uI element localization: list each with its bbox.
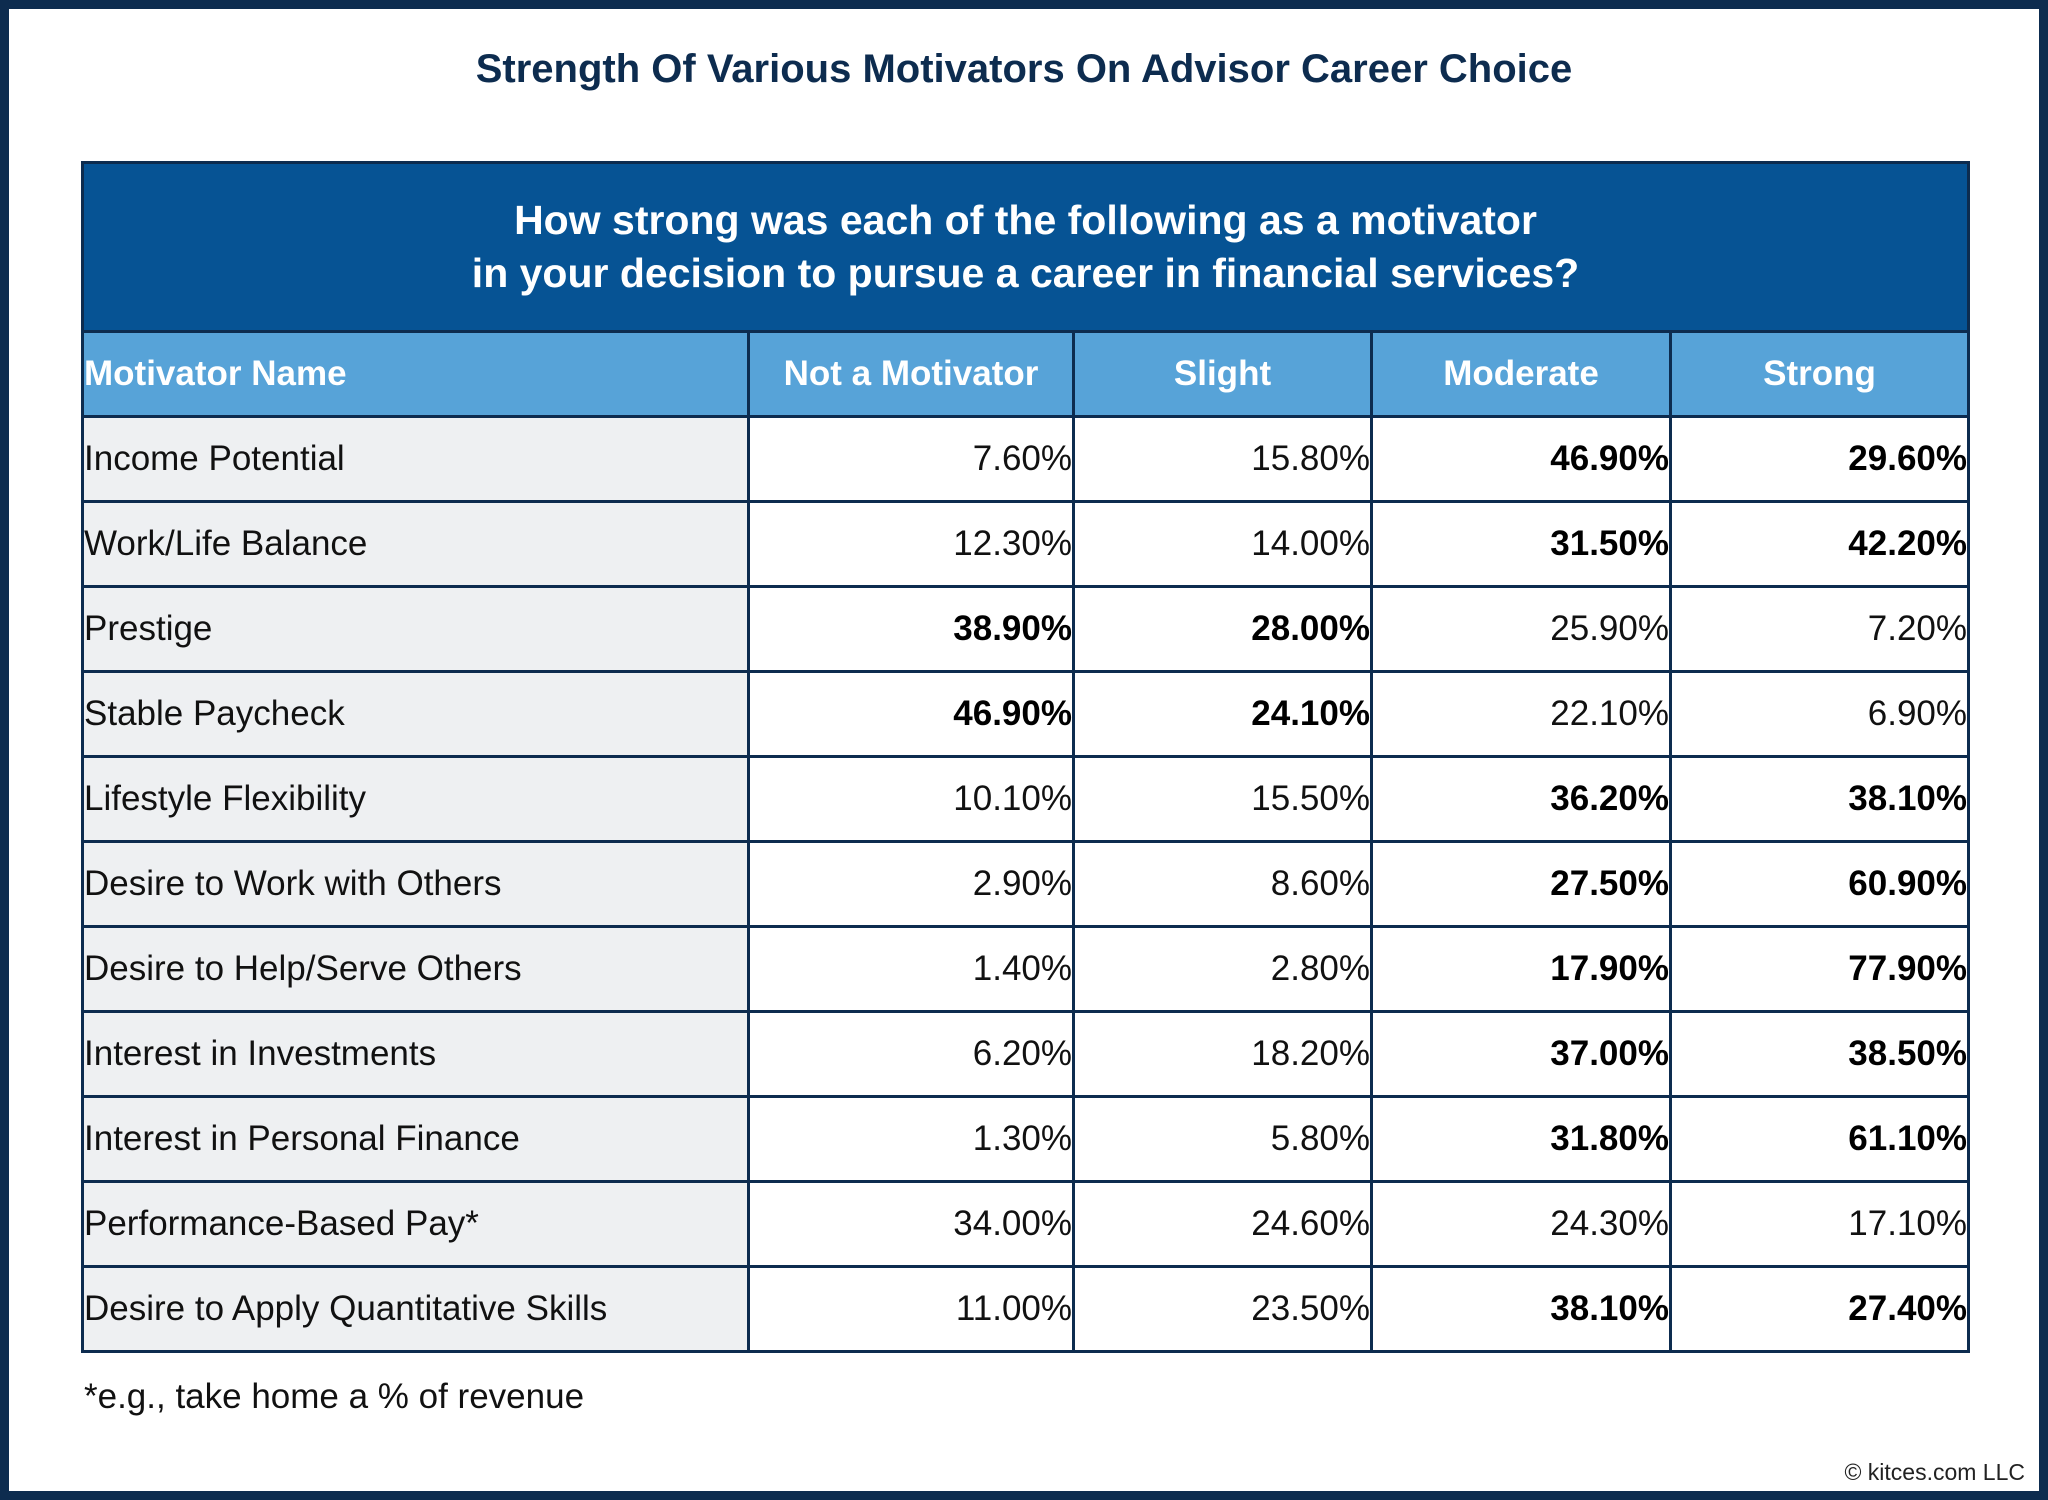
motivator-name: Desire to Apply Quantitative Skills bbox=[81, 1265, 750, 1353]
table-row: Work/Life Balance 12.30% 14.00% 31.50% 42.20… bbox=[81, 500, 1971, 588]
percent-cell: 1.30% bbox=[747, 1095, 1075, 1183]
percent-cell: 7.60% bbox=[747, 415, 1075, 503]
percent-cell: 46.90% bbox=[1370, 415, 1672, 503]
percent-cell: 77.90% bbox=[1668, 925, 1971, 1013]
column-header: Slight bbox=[1072, 330, 1373, 418]
motivator-name: Desire to Work with Others bbox=[81, 840, 750, 928]
percent-cell: 27.40% bbox=[1668, 1265, 1971, 1353]
motivator-name: Income Potential bbox=[81, 415, 750, 503]
percent-cell: 29.60% bbox=[1668, 415, 1971, 503]
percent-cell: 46.90% bbox=[747, 670, 1075, 758]
percent-cell: 38.90% bbox=[747, 585, 1075, 673]
motivator-name: Work/Life Balance bbox=[81, 500, 750, 588]
footnote: *e.g., take home a % of revenue bbox=[84, 1377, 585, 1416]
table-row: Desire to Apply Quantitative Skills 11.00… bbox=[81, 1265, 1971, 1353]
percent-cell: 24.10% bbox=[1072, 670, 1373, 758]
motivator-name: Lifestyle Flexibility bbox=[81, 755, 750, 843]
title: Strength Of Various Motivators On Adviso… bbox=[475, 47, 1573, 91]
percent-cell: 28.00% bbox=[1072, 585, 1373, 673]
copyright: © kitces.com LLC bbox=[1844, 1459, 2025, 1485]
table-body: Income Potential 7.60% 15.80% 46.90% 29.60% W… bbox=[81, 415, 1971, 1353]
percent-cell: 31.50% bbox=[1370, 500, 1672, 588]
motivator-name: Prestige bbox=[81, 585, 750, 673]
percent-cell: 7.20% bbox=[1668, 585, 1971, 673]
table-row: Desire to Work with Others 2.90% 8.60% 27.5… bbox=[81, 840, 1971, 928]
percent-cell: 14.00% bbox=[1072, 500, 1373, 588]
percent-cell: 61.10% bbox=[1668, 1095, 1971, 1183]
header-row: Motivator Name Not a Motivator Slight Moder… bbox=[81, 330, 1971, 418]
percent-cell: 6.20% bbox=[747, 1010, 1075, 1098]
table-row: Income Potential 7.60% 15.80% 46.90% 29.60% bbox=[81, 415, 1971, 503]
percent-cell: 38.10% bbox=[1370, 1265, 1672, 1353]
question-band: How strong was each of the following as … bbox=[80, 161, 1971, 333]
percent-cell: 27.50% bbox=[1370, 840, 1672, 928]
percent-cell: 36.20% bbox=[1370, 755, 1672, 843]
percent-cell: 1.40% bbox=[747, 925, 1075, 1013]
motivator-name: Stable Paycheck bbox=[81, 670, 750, 758]
percent-cell: 34.00% bbox=[747, 1180, 1075, 1268]
column-header: Moderate bbox=[1370, 330, 1672, 418]
percent-cell: 23.50% bbox=[1072, 1265, 1373, 1353]
percent-cell: 15.80% bbox=[1072, 415, 1373, 503]
table-row: Prestige 38.90% 28.00% 25.90% 7.20% bbox=[81, 585, 1971, 673]
percent-cell: 15.50% bbox=[1072, 755, 1373, 843]
percent-cell: 24.30% bbox=[1370, 1180, 1672, 1268]
percent-cell: 31.80% bbox=[1370, 1095, 1672, 1183]
percent-cell: 2.90% bbox=[747, 840, 1075, 928]
percent-cell: 25.90% bbox=[1370, 585, 1672, 673]
motivator-name: Performance-Based Pay* bbox=[81, 1180, 750, 1268]
column-header: Strong bbox=[1668, 330, 1971, 418]
table-row: Performance-Based Pay* 34.00% 24.60% 24.30%… bbox=[81, 1180, 1971, 1268]
percent-cell: 42.20% bbox=[1668, 500, 1971, 588]
percent-cell: 10.10% bbox=[747, 755, 1075, 843]
motivator-name: Interest in Investments bbox=[81, 1010, 750, 1098]
percent-cell: 6.90% bbox=[1668, 670, 1971, 758]
percent-cell: 12.30% bbox=[747, 500, 1075, 588]
percent-cell: 8.60% bbox=[1072, 840, 1373, 928]
motivator-name: Desire to Help/Serve Others bbox=[81, 925, 750, 1013]
table-row: Desire to Help/Serve Others 1.40% 2.80% 17.… bbox=[81, 925, 1971, 1013]
percent-cell: 17.90% bbox=[1370, 925, 1672, 1013]
percent-cell: 18.20% bbox=[1072, 1010, 1373, 1098]
table-row: Lifestyle Flexibility 10.10% 15.50% 36.20% 3… bbox=[81, 755, 1971, 843]
percent-cell: 22.10% bbox=[1370, 670, 1672, 758]
column-header: Not a Motivator bbox=[747, 330, 1075, 418]
table-row: Interest in Personal Finance 1.30% 5.80% 31… bbox=[81, 1095, 1971, 1183]
percent-cell: 37.00% bbox=[1370, 1010, 1672, 1098]
table-row: Stable Paycheck 46.90% 24.10% 22.10% 6.90% bbox=[81, 670, 1971, 758]
motivator-name: Interest in Personal Finance bbox=[81, 1095, 750, 1183]
table: How strong was each of the following as … bbox=[80, 161, 1971, 1353]
table-row: Interest in Investments 6.20% 18.20% 37.00%… bbox=[81, 1010, 1971, 1098]
question-line: in your decision to pursue a career in f… bbox=[471, 250, 1580, 296]
percent-cell: 60.90% bbox=[1668, 840, 1971, 928]
percent-cell: 5.80% bbox=[1072, 1095, 1373, 1183]
percent-cell: 11.00% bbox=[747, 1265, 1075, 1353]
column-header: Motivator Name bbox=[81, 330, 750, 418]
percent-cell: 38.10% bbox=[1668, 755, 1971, 843]
question-line: How strong was each of the following as … bbox=[514, 197, 1537, 243]
percent-cell: 38.50% bbox=[1668, 1010, 1971, 1098]
percent-cell: 24.60% bbox=[1072, 1180, 1373, 1268]
percent-cell: 2.80% bbox=[1072, 925, 1373, 1013]
percent-cell: 17.10% bbox=[1668, 1180, 1971, 1268]
